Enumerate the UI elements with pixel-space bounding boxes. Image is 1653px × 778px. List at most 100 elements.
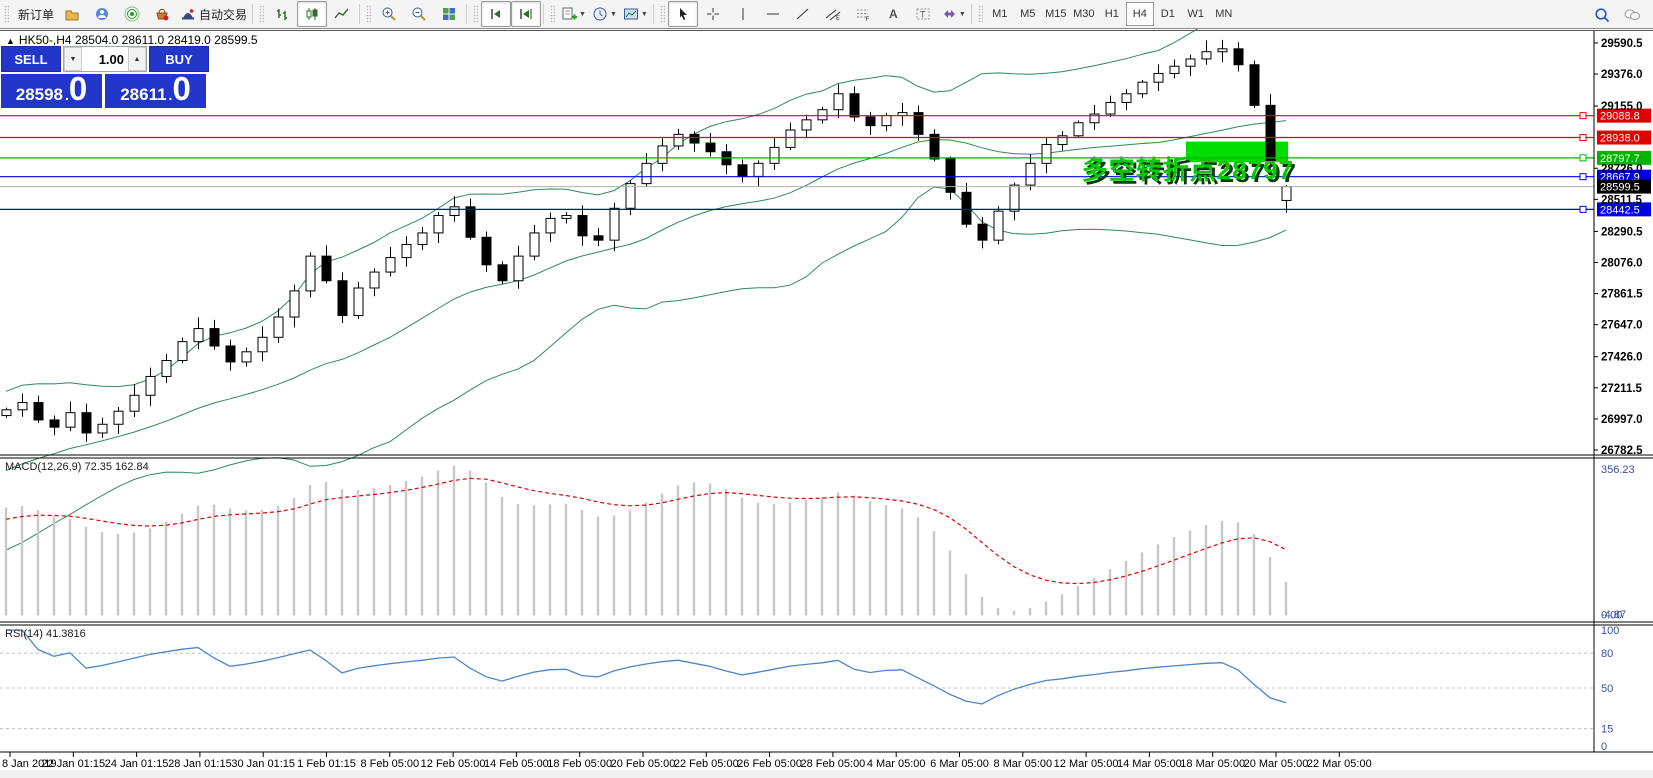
text-label-icon: T — [916, 8, 930, 20]
line-handle[interactable] — [1579, 154, 1587, 162]
button-label: 自动交易 — [199, 7, 248, 22]
candlestick-style-button[interactable] — [297, 1, 328, 27]
svg-text:4 Mar 05:00: 4 Mar 05:00 — [867, 758, 926, 770]
timeframe-H1-button[interactable]: H1 — [1104, 8, 1119, 20]
volume-down-button[interactable]: ▼ — [64, 47, 82, 71]
timeframe-M15-button[interactable]: M15 — [1045, 8, 1067, 20]
svg-text:27211.5: 27211.5 — [1601, 383, 1643, 395]
community-icon — [96, 8, 109, 20]
line-chart-icon — [334, 8, 349, 19]
equidistant-channel-button[interactable]: E — [818, 1, 848, 27]
timeframe-MN-button[interactable]: MN — [1215, 8, 1233, 20]
community-button[interactable] — [87, 1, 117, 27]
sell-button[interactable]: SELL — [1, 46, 61, 72]
market-icon — [156, 8, 169, 21]
chat-button[interactable] — [1617, 2, 1647, 28]
text-label-button[interactable]: T — [908, 1, 938, 27]
vertical-line-button[interactable] — [728, 1, 758, 27]
price-axis: 29590.5 29376.0 29155.0 28726.0 28511.5 28290… — [1594, 38, 1643, 457]
sell-price-pip: 0 — [68, 70, 88, 107]
svg-text:356.23: 356.23 — [1601, 464, 1635, 476]
horizontal-line-icon — [766, 13, 779, 15]
svg-text:22 Mar 05:00: 22 Mar 05:00 — [1307, 758, 1372, 770]
macd-pane — [4, 465, 1288, 616]
chevron-down-icon: ▼ — [640, 10, 648, 18]
market-button[interactable] — [147, 1, 177, 27]
text-button[interactable]: A — [878, 1, 908, 27]
svg-text:20 Feb 05:00: 20 Feb 05:00 — [611, 758, 676, 770]
line-handle[interactable] — [1579, 205, 1587, 213]
price-lines[interactable]: 29088.828938.028797.728667.928442.528599… — [0, 108, 1651, 217]
svg-text:22 Jan 01:15: 22 Jan 01:15 — [41, 758, 105, 770]
zoom-in-button[interactable] — [374, 1, 404, 27]
buy-button[interactable]: BUY — [149, 46, 209, 72]
line-handle[interactable] — [1579, 173, 1587, 181]
line-handle[interactable] — [1579, 112, 1587, 120]
svg-text:8 Feb 05:00: 8 Feb 05:00 — [360, 758, 419, 770]
svg-text:28797.7: 28797.7 — [1600, 153, 1640, 165]
svg-text:27426.0: 27426.0 — [1601, 352, 1643, 364]
crosshair-icon — [706, 8, 719, 20]
timeframe-M30-button[interactable]: M30 — [1073, 8, 1095, 20]
buy-price-dot: . — [168, 87, 173, 103]
volume-input[interactable] — [82, 47, 128, 71]
svg-text:8 Jan 2019: 8 Jan 2019 — [2, 758, 56, 770]
svg-text:T: T — [920, 10, 926, 20]
timeframe-H4-button[interactable]: H4 — [1125, 2, 1154, 26]
search-button[interactable] — [1587, 2, 1617, 28]
toolbar: 新订单 自动交易 ▼ ▼ ▼ E F A T ▼ M1 M5 M15 M30 H1 H4 D1 W1 MN — [0, 0, 1653, 29]
arrows-button[interactable]: ▼ — [938, 1, 969, 27]
line-handle[interactable] — [1579, 134, 1587, 142]
svg-text:18 Mar 05:00: 18 Mar 05:00 — [1180, 758, 1245, 770]
highlight-rectangle[interactable] — [1186, 141, 1288, 163]
svg-text:80: 80 — [1601, 648, 1613, 660]
line-chart-style-button[interactable] — [327, 1, 357, 27]
svg-text:26997.0: 26997.0 — [1601, 414, 1643, 426]
autotrading-icon — [182, 9, 195, 20]
new-chart-button[interactable]: ▼ — [558, 1, 589, 27]
timeframe-W1-button[interactable]: W1 — [1187, 8, 1205, 20]
buy-price-display[interactable]: 28611 . 0 — [105, 72, 206, 108]
timeframe-M1-button[interactable]: M1 — [992, 8, 1008, 20]
fibonacci-button[interactable]: F — [848, 1, 878, 27]
svg-text:28442.5: 28442.5 — [1600, 204, 1640, 216]
new-chart-icon — [562, 7, 578, 20]
window-marker-icon: ▲ — [6, 36, 15, 46]
cursor-button[interactable] — [667, 1, 698, 27]
svg-text:28 Jan 01:15: 28 Jan 01:15 — [168, 758, 232, 770]
svg-text:30 Jan 01:15: 30 Jan 01:15 — [231, 758, 295, 770]
svg-text:F: F — [865, 17, 869, 22]
templates-button[interactable]: ▼ — [620, 1, 651, 27]
sell-price-dot: . — [65, 87, 69, 103]
vertical-line-icon — [742, 8, 744, 20]
svg-text:15: 15 — [1601, 724, 1613, 736]
timeframe-M5-button[interactable]: M5 — [1020, 8, 1036, 20]
bar-chart-style-button[interactable] — [267, 1, 297, 27]
autotrading-button[interactable]: 自动交易 — [177, 1, 250, 27]
timeframe-D1-button[interactable]: D1 — [1160, 8, 1175, 20]
auto-scroll-icon — [491, 9, 501, 19]
tile-windows-button[interactable] — [434, 1, 464, 27]
auto-scroll-button[interactable] — [481, 1, 512, 27]
charts-button[interactable] — [57, 1, 87, 27]
volume-stepper: ▼ ▲ — [63, 46, 147, 72]
chevron-down-icon: ▼ — [579, 10, 586, 18]
annotation-text: 多空转折点28797 — [1081, 155, 1294, 185]
signals-button[interactable] — [117, 1, 147, 27]
volume-up-button[interactable]: ▲ — [128, 47, 146, 71]
chart-shift-button[interactable] — [511, 1, 542, 27]
crosshair-button[interactable] — [698, 1, 728, 27]
one-click-trading-panel: SELL ▼ ▲ BUY 28598 . 0 28611 . 0 — [1, 46, 209, 108]
svg-text:28938.0: 28938.0 — [1600, 133, 1640, 145]
zoom-out-button[interactable] — [404, 1, 434, 27]
horizontal-line-button[interactable] — [758, 1, 788, 27]
toolbar-right-cluster — [1587, 2, 1647, 28]
periods-button[interactable]: ▼ — [589, 1, 620, 27]
svg-text:27861.5: 27861.5 — [1601, 289, 1643, 301]
trendline-button[interactable] — [788, 1, 818, 27]
sell-price-display[interactable]: 28598 . 0 — [1, 70, 102, 108]
svg-text:-4.87: -4.87 — [1601, 609, 1626, 621]
new-order-button[interactable]: 新订单 — [12, 1, 57, 27]
svg-text:27647.0: 27647.0 — [1601, 320, 1643, 332]
